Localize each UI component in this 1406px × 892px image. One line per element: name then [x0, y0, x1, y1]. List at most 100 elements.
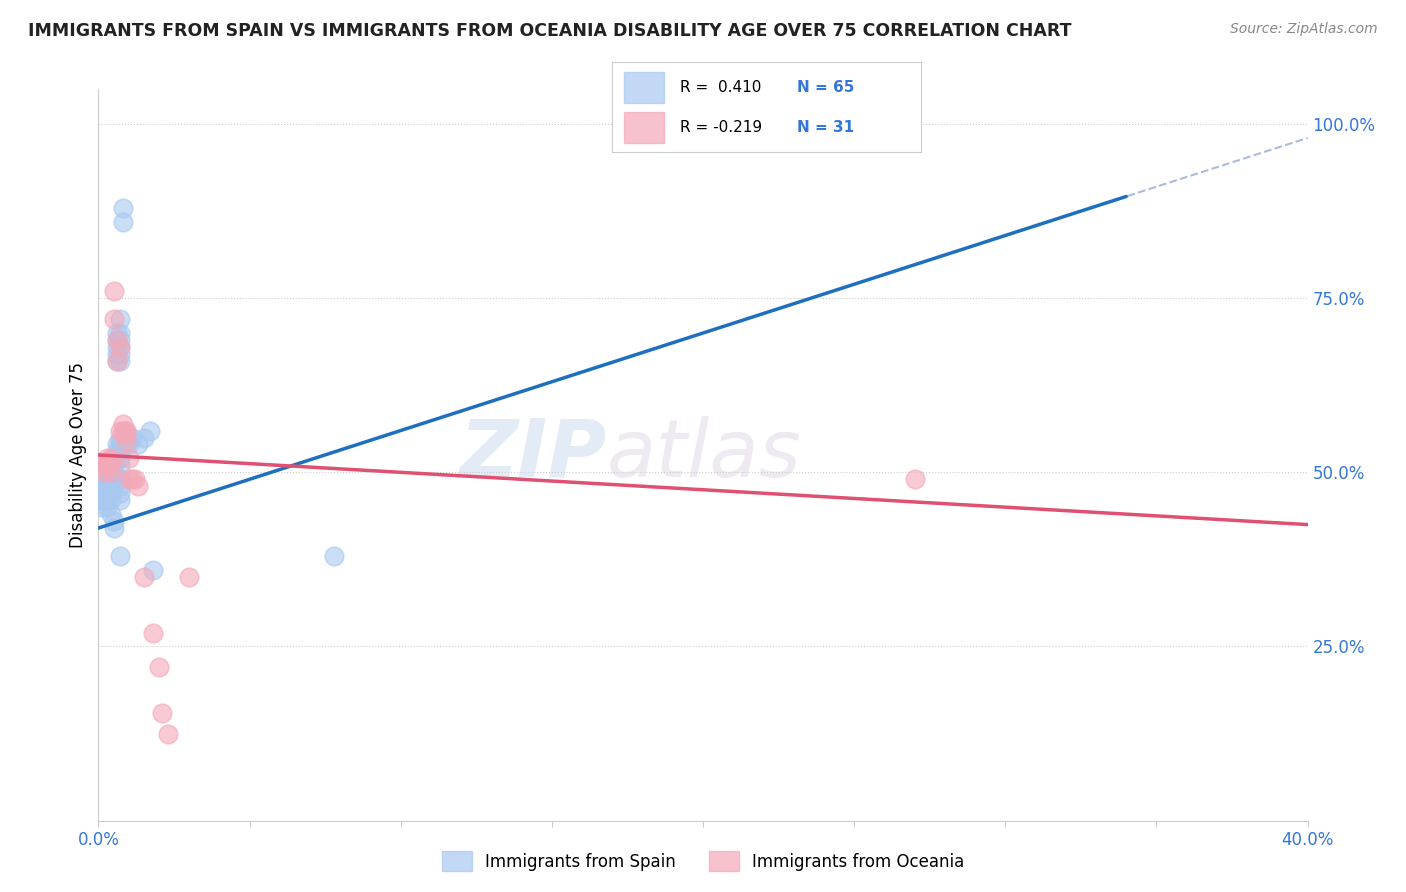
Point — [103, 514, 125, 528]
Text: R = -0.219: R = -0.219 — [679, 120, 762, 135]
Point — [103, 451, 125, 466]
Point — [100, 458, 122, 473]
Point — [124, 472, 146, 486]
Point — [156, 726, 179, 740]
Point — [105, 444, 128, 458]
Point — [108, 437, 131, 451]
Point — [93, 458, 115, 473]
Point — [103, 479, 125, 493]
Point — [105, 326, 128, 340]
Point — [111, 214, 134, 228]
Point — [108, 326, 131, 340]
Point — [100, 507, 122, 521]
Point — [111, 417, 134, 431]
Point — [108, 444, 131, 458]
Point — [105, 437, 128, 451]
Point — [108, 430, 131, 444]
Point — [142, 563, 165, 577]
Point — [100, 466, 122, 480]
Point — [105, 333, 128, 347]
Point — [90, 479, 112, 493]
Point — [179, 570, 201, 584]
Point — [108, 479, 131, 493]
Y-axis label: Disability Age Over 75: Disability Age Over 75 — [69, 362, 87, 548]
Point — [108, 354, 131, 368]
Text: N = 65: N = 65 — [797, 80, 855, 95]
Point — [93, 466, 115, 480]
Point — [118, 451, 141, 466]
Point — [100, 493, 122, 508]
Point — [108, 340, 131, 354]
Point — [93, 466, 115, 480]
Point — [132, 570, 155, 584]
Point — [103, 521, 125, 535]
Point — [127, 437, 149, 451]
Point — [108, 347, 131, 361]
Point — [114, 424, 136, 438]
Point — [93, 493, 115, 508]
Point — [105, 354, 128, 368]
Point — [114, 427, 136, 442]
Point — [96, 458, 118, 473]
Point — [103, 472, 125, 486]
Point — [105, 340, 128, 354]
Bar — [624, 112, 664, 143]
Point — [111, 424, 134, 438]
Point — [100, 458, 122, 473]
Text: R =  0.410: R = 0.410 — [679, 80, 761, 95]
Point — [132, 430, 155, 444]
Text: N = 31: N = 31 — [797, 120, 855, 135]
Point — [114, 437, 136, 451]
Point — [96, 455, 118, 469]
Point — [96, 472, 118, 486]
Point — [142, 625, 165, 640]
Point — [90, 493, 112, 508]
Point — [100, 451, 122, 466]
Point — [100, 472, 122, 486]
Point — [90, 500, 112, 515]
Point — [108, 549, 131, 563]
Point — [108, 458, 131, 473]
Point — [121, 430, 143, 444]
Text: Source: ZipAtlas.com: Source: ZipAtlas.com — [1230, 22, 1378, 37]
Point — [111, 201, 134, 215]
Point — [100, 466, 122, 480]
Point — [127, 479, 149, 493]
Point — [103, 312, 125, 326]
Point — [108, 493, 131, 508]
Point — [103, 284, 125, 298]
Point — [105, 347, 128, 361]
Bar — [624, 72, 664, 103]
Point — [96, 479, 118, 493]
Point — [103, 466, 125, 480]
Point — [100, 479, 122, 493]
Point — [139, 424, 162, 438]
Point — [96, 451, 118, 466]
Point — [90, 472, 112, 486]
Point — [108, 472, 131, 486]
Point — [114, 434, 136, 448]
Point — [148, 660, 170, 674]
Point — [108, 424, 131, 438]
Point — [96, 486, 118, 500]
Point — [150, 706, 173, 720]
Point — [93, 486, 115, 500]
Point — [118, 472, 141, 486]
Point — [108, 486, 131, 500]
Text: ZIP: ZIP — [458, 416, 606, 494]
Point — [96, 500, 118, 515]
Point — [118, 437, 141, 451]
Point — [96, 466, 118, 480]
Point — [323, 549, 346, 563]
Point — [105, 354, 128, 368]
Point — [114, 424, 136, 438]
Point — [105, 333, 128, 347]
Point — [90, 458, 112, 473]
Point — [103, 458, 125, 473]
Text: atlas: atlas — [606, 416, 801, 494]
Point — [108, 451, 131, 466]
Point — [904, 472, 927, 486]
Point — [121, 472, 143, 486]
Point — [90, 486, 112, 500]
Point — [96, 493, 118, 508]
